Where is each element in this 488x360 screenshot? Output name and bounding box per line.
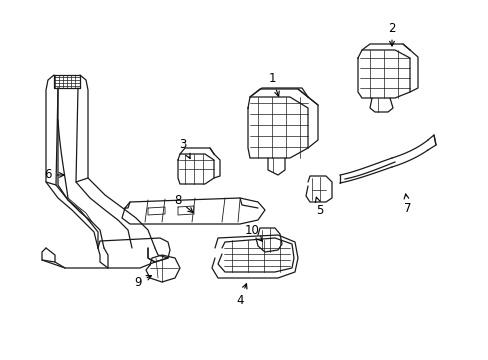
- Text: 8: 8: [174, 194, 193, 212]
- Text: 3: 3: [179, 139, 190, 158]
- Text: 5: 5: [315, 197, 323, 216]
- Text: 1: 1: [268, 72, 279, 96]
- Text: 4: 4: [236, 284, 246, 306]
- Text: 6: 6: [44, 168, 64, 181]
- Text: 9: 9: [134, 275, 151, 288]
- Text: 2: 2: [387, 22, 395, 46]
- Text: 10: 10: [244, 224, 262, 242]
- Text: 7: 7: [403, 194, 411, 215]
